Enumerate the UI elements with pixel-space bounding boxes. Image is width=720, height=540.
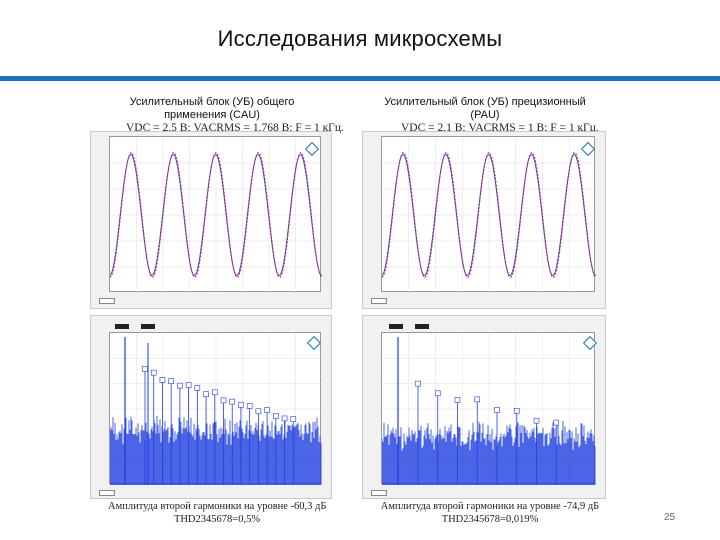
- fft-noise-floor: [382, 420, 596, 485]
- right-thd-line: THD2345678=0,019%: [441, 514, 539, 525]
- slide-title: Исследования микросхемы: [217, 26, 503, 51]
- freq-field[interactable]: [371, 490, 387, 496]
- sine-series-red: [382, 151, 596, 278]
- sine-series-red: [110, 151, 322, 278]
- harmonic-marker: [159, 377, 166, 383]
- left-bottom-text: Амплитуда второй гармоники на уровне -60…: [108, 500, 326, 526]
- harmonic-marker: [229, 398, 236, 405]
- right-fft-plot: [381, 332, 596, 485]
- right-time-chart: [382, 137, 596, 293]
- toolbar-marker[interactable]: [115, 324, 129, 329]
- time-field[interactable]: [371, 298, 387, 304]
- right-fft-chart: [382, 333, 596, 485]
- left-caption: Усилительный блок (УБ) общего применения…: [129, 96, 295, 121]
- harmonic-marker: [238, 402, 244, 408]
- harmonic-marker: [434, 390, 441, 397]
- harmonic-marker: [255, 408, 262, 415]
- harmonic-marker: [454, 397, 461, 403]
- left-fft-panel: [90, 315, 332, 499]
- harmonic-marker: [220, 397, 227, 404]
- title-accent-bar: [0, 76, 720, 81]
- page-number: 25: [664, 512, 676, 523]
- time-field[interactable]: [99, 298, 115, 304]
- left-thd-line: THD2345678=0,5%: [173, 514, 261, 525]
- harmonic-marker: [142, 366, 148, 372]
- harmonic-marker: [211, 389, 218, 396]
- harmonic-marker: [513, 407, 520, 414]
- right-caption: Усилительный блок (УБ) прецизионный (PAU…: [384, 96, 586, 121]
- harmonic-marker: [533, 417, 540, 424]
- harmonic-marker: [281, 415, 288, 422]
- right-time-panel: [362, 131, 606, 309]
- freq-field[interactable]: [99, 490, 115, 496]
- harmonic-marker: [474, 396, 481, 403]
- harmonic-marker: [168, 378, 174, 384]
- right-fft-panel: [362, 315, 606, 499]
- harmonic-marker: [246, 403, 253, 409]
- right-harmonic-line: Амплитуда второй гармоники на уровне -74…: [380, 501, 600, 512]
- harmonic-marker: [150, 369, 157, 376]
- right-bottom-text: Амплитуда второй гармоники на уровне -74…: [380, 500, 600, 526]
- harmonic-marker: [203, 391, 209, 398]
- toolbar-marker[interactable]: [389, 324, 403, 329]
- fft-noise-floor: [110, 415, 322, 485]
- left-time-plot: [109, 136, 322, 293]
- harmonic-marker: [494, 407, 500, 413]
- harmonic-marker: [290, 416, 297, 422]
- left-time-panel: [90, 131, 332, 309]
- left-fft-plot: [109, 332, 322, 485]
- toolbar-marker[interactable]: [415, 324, 429, 329]
- harmonic-marker: [177, 382, 183, 389]
- harmonic-marker: [273, 413, 279, 419]
- harmonic-marker: [185, 382, 192, 388]
- left-harmonic-line: Амплитуда второй гармоники на уровне -60…: [108, 501, 327, 512]
- left-fft-chart: [110, 333, 322, 485]
- right-time-plot: [381, 136, 596, 293]
- harmonic-marker: [553, 419, 560, 426]
- harmonic-marker: [264, 407, 270, 413]
- toolbar-marker[interactable]: [141, 324, 155, 329]
- left-time-chart: [110, 137, 322, 293]
- harmonic-marker: [415, 380, 421, 387]
- harmonic-marker: [194, 385, 201, 391]
